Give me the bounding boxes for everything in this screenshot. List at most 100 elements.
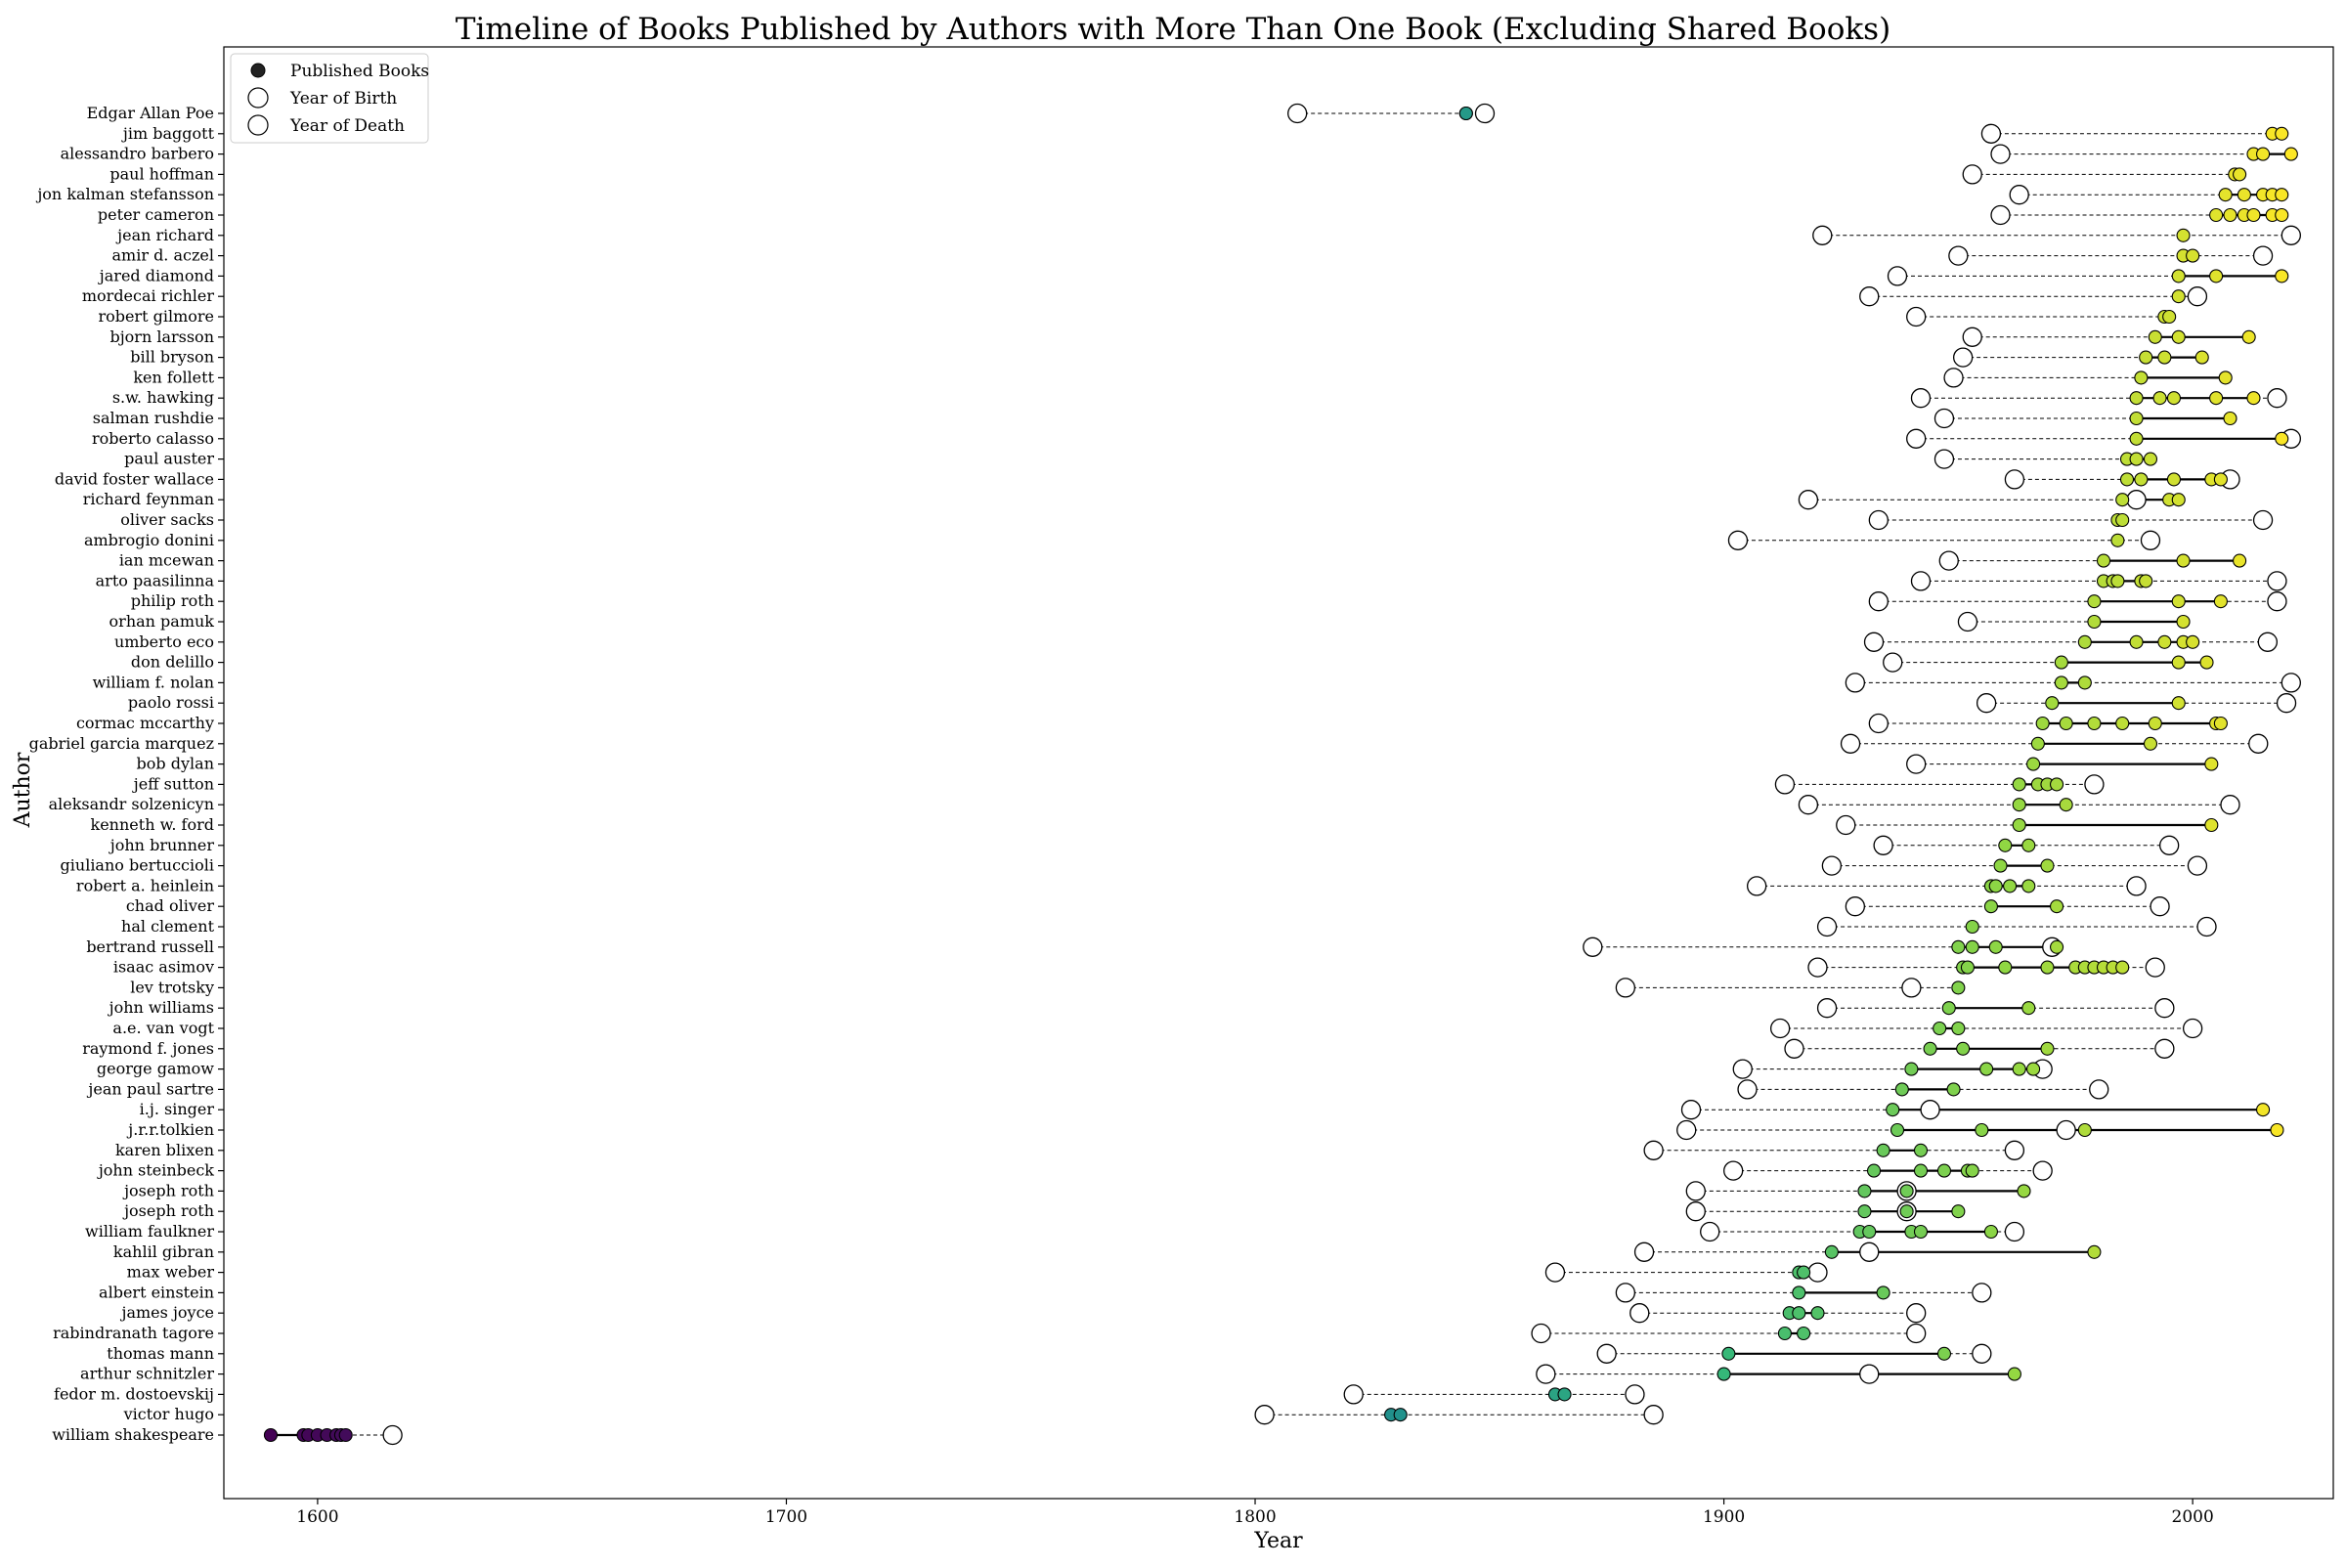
birth-marker-mordecai-richler-9: [1859, 286, 1880, 307]
book-marker-rabindranath-tagore-60-0: [1777, 1326, 1792, 1341]
author-row-max-weber-57: [1544, 1262, 1828, 1283]
birth-marker-amir-d-aczel-7: [1948, 245, 1969, 266]
y-tick-label-chad-oliver-39: chad oliver: [126, 896, 215, 915]
y-tick-label-fedor-m-dostoevskij-63: fedor m. dostoevskij: [54, 1384, 214, 1403]
birth-marker-philip-roth-24: [1868, 591, 1889, 612]
book-marker-joseph-roth-53-0: [1857, 1184, 1872, 1198]
y-tick-label-jean-richard-6: jean richard: [115, 226, 214, 244]
book-marker-george-gamow-47-2: [2012, 1062, 2026, 1076]
book-marker-i-j-singer-49-0: [1886, 1103, 1900, 1117]
y-tick-label-peter-cameron-5: peter cameron: [98, 205, 214, 224]
author-row-i-j-singer-49: [1680, 1100, 2271, 1120]
y-tick-label-kenneth-w-ford-35: kenneth w. ford: [91, 815, 214, 834]
book-marker-joseph-roth-54-0: [1857, 1204, 1872, 1219]
death-marker-william-f-nolan-28: [2281, 673, 2301, 693]
y-tick-label-lev-trotsky-43: lev trotsky: [130, 978, 214, 996]
book-marker-ken-follett-13-1: [2218, 370, 2233, 385]
death-marker-a-e-van-vogt-45: [2182, 1018, 2203, 1039]
book-marker-bjorn-larsson-11-2: [2241, 329, 2256, 344]
author-row-paul-hoffman-3: [1962, 164, 2247, 185]
book-marker-don-delillo-27-0: [2054, 655, 2068, 670]
y-tick-label-robert-gilmore-10: robert gilmore: [98, 307, 214, 326]
book-marker-edgar-allan-poe-0-1: [1458, 106, 1473, 121]
author-row-victor-hugo-64: [1254, 1405, 1664, 1425]
author-row-bill-bryson-12: [1953, 347, 2209, 368]
book-marker-don-delillo-27-2: [2199, 655, 2214, 670]
birth-marker-hal-clement-40: [1816, 916, 1838, 937]
birth-marker-bob-dylan-32: [1906, 754, 1927, 774]
birth-marker-raymond-f-jones-46: [1784, 1038, 1804, 1059]
y-tick-label-george-gamow-47: george gamow: [97, 1060, 214, 1078]
death-marker-richard-feynman-19: [2126, 490, 2147, 510]
birth-marker-jeff-sutton-33: [1774, 774, 1796, 795]
book-marker-cormac-mccarthy-30-3: [2115, 716, 2130, 731]
y-tick-label-david-foster-wallace-18: david foster wallace: [55, 469, 214, 488]
book-marker-joseph-roth-54-1: [1899, 1204, 1914, 1219]
book-marker-kenneth-w-ford-35-0: [2012, 817, 2026, 833]
book-marker-william-shakespeare-65-0: [263, 1427, 279, 1443]
death-marker-robert-a-heinlein-38: [2126, 876, 2147, 896]
author-row-arto-paasilinna-23: [1910, 571, 2287, 591]
book-marker-paolo-rossi-29-0: [2045, 696, 2060, 711]
author-row-chad-oliver-39: [1845, 896, 2170, 917]
book-marker-peter-cameron-5-5: [2275, 207, 2289, 223]
birth-marker-aleksandr-solzenicyn-34: [1798, 795, 1819, 815]
y-tick-label-alessandro-barbero-2: alessandro barbero: [61, 145, 214, 163]
birth-marker-a-e-van-vogt-45: [1769, 1018, 1791, 1039]
book-marker-j-r-r-tolkien-50-1: [1975, 1122, 1989, 1138]
book-marker-s-w-hawking-14-3: [2209, 391, 2224, 406]
book-marker-bjorn-larsson-11-1: [2171, 329, 2186, 344]
birth-marker-jean-richard-6: [1812, 225, 1833, 245]
y-tick-label-roberto-calasso-16: roberto calasso: [92, 429, 214, 448]
author-row-arthur-schnitzler-62: [1536, 1364, 2021, 1384]
book-marker-umberto-eco-26-4: [2186, 634, 2200, 649]
death-marker-amir-d-aczel-7: [2252, 245, 2274, 266]
book-marker-richard-feynman-19-2: [2171, 493, 2186, 507]
death-marker-albert-einstein-58: [1972, 1283, 1992, 1303]
book-marker-john-brunner-36-1: [2021, 838, 2036, 852]
birth-marker-i-j-singer-49: [1680, 1100, 1702, 1120]
birth-marker-ken-follett-13: [1943, 368, 1964, 388]
book-marker-david-foster-wallace-18-0: [2119, 472, 2135, 487]
death-marker-john-steinbeck-52: [2032, 1160, 2053, 1181]
death-marker-paolo-rossi-29: [2276, 693, 2297, 714]
book-marker-jeff-sutton-33-0: [2012, 777, 2026, 792]
birth-marker-william-faulkner-55: [1700, 1221, 1720, 1242]
book-marker-a-e-van-vogt-45-0: [1933, 1021, 1947, 1036]
author-row-paolo-rossi-29: [1976, 693, 2297, 714]
death-marker-lev-trotsky-43: [1901, 978, 1922, 998]
book-marker-oliver-sacks-20-1: [2115, 512, 2130, 528]
book-marker-mordecai-richler-9-0: [2171, 289, 2186, 304]
birth-marker-max-weber-57: [1544, 1262, 1566, 1283]
book-marker-ian-mcewan-22-2: [2233, 553, 2247, 568]
y-tick-label-mordecai-richler-9: mordecai richler: [82, 286, 214, 305]
x-axis-label: Year: [1253, 1529, 1303, 1553]
y-tick-label-albert-einstein-58: albert einstein: [99, 1283, 214, 1301]
birth-marker-oliver-sacks-20: [1868, 509, 1889, 531]
y-tick-label-paul-auster-17: paul auster: [124, 450, 214, 468]
book-marker-george-gamow-47-0: [1904, 1062, 1919, 1076]
death-marker-arto-paasilinna-23: [2267, 571, 2287, 591]
legend-label-published: Published Books: [290, 62, 429, 81]
book-marker-cormac-mccarthy-30-0: [2035, 716, 2050, 731]
book-marker-james-joyce-59-2: [1810, 1306, 1825, 1321]
author-row-roberto-calasso-16: [1906, 428, 2301, 449]
y-tick-label-a-e-van-vogt-45: a.e. van vogt: [112, 1019, 214, 1037]
birth-marker-don-delillo-27: [1883, 652, 1903, 673]
author-row-david-foster-wallace-18: [2004, 469, 2240, 490]
book-marker-rabindranath-tagore-60-1: [1797, 1326, 1811, 1341]
book-marker-isaac-asimov-42-3: [2040, 960, 2055, 975]
death-marker-oliver-sacks-20: [2252, 509, 2274, 531]
y-tick-label-james-joyce-59: james joyce: [120, 1303, 215, 1322]
book-marker-john-steinbeck-52-2: [1936, 1163, 1952, 1178]
book-marker-s-w-hawking-14-4: [2246, 391, 2261, 406]
book-marker-roberto-calasso-16-0: [2129, 431, 2144, 446]
author-row-orhan-pamuk-25: [1957, 611, 2191, 632]
book-marker-j-r-r-tolkien-50-3: [2270, 1122, 2284, 1138]
plot-frame: [223, 46, 2334, 1500]
birth-marker-umberto-eco-26: [1863, 632, 1885, 652]
y-tick-label-victor-hugo-64: victor hugo: [123, 1405, 214, 1423]
book-marker-chad-oliver-39-1: [2050, 899, 2064, 914]
book-marker-george-gamow-47-1: [1979, 1062, 1994, 1076]
